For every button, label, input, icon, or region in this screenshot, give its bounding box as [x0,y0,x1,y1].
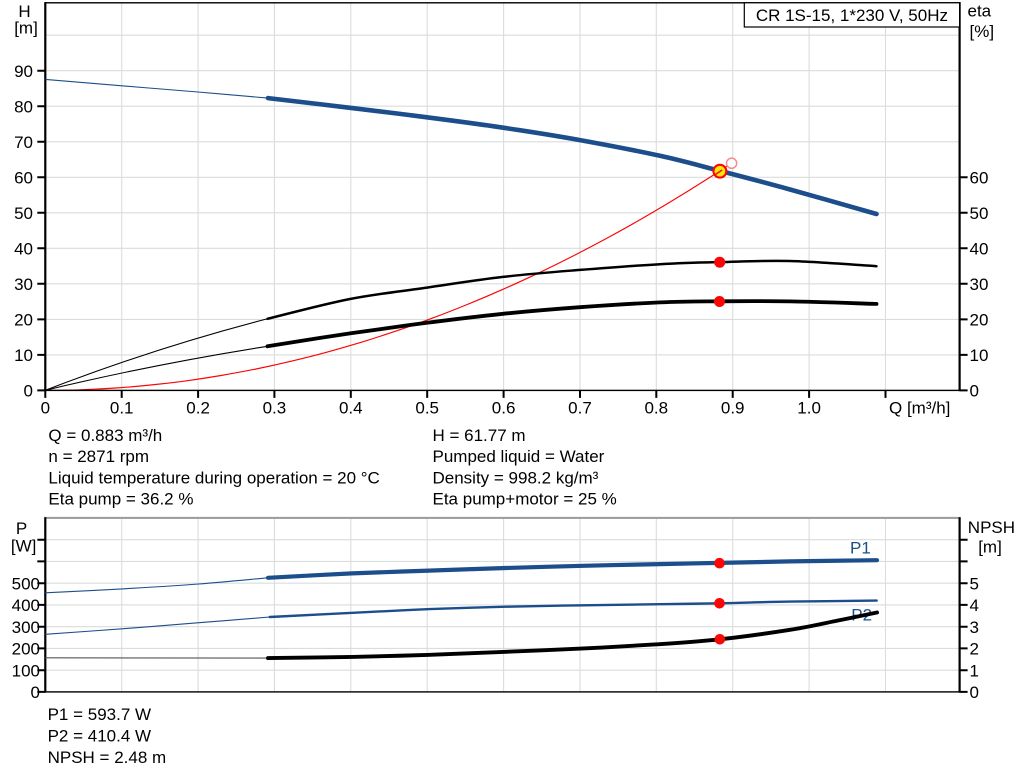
svg-text:40: 40 [14,240,33,259]
svg-text:P2 = 410.4 W: P2 = 410.4 W [48,727,151,746]
svg-text:0: 0 [24,382,33,401]
svg-text:P: P [16,519,27,538]
svg-text:4: 4 [970,596,979,615]
svg-text:5: 5 [970,574,979,593]
svg-text:2: 2 [970,640,979,659]
svg-text:Q = 0.883 m³/h: Q = 0.883 m³/h [48,426,162,445]
svg-text:[W]: [W] [11,536,37,555]
svg-text:400: 400 [12,596,40,615]
svg-text:Eta pump+motor = 25 %: Eta pump+motor = 25 % [433,490,617,509]
svg-text:60: 60 [14,169,33,188]
svg-text:30: 30 [14,275,33,294]
svg-text:60: 60 [970,169,989,188]
svg-text:n = 2871 rpm: n = 2871 rpm [48,447,149,466]
svg-text:80: 80 [14,97,33,116]
svg-text:H = 61.77 m: H = 61.77 m [433,426,526,445]
svg-text:200: 200 [12,640,40,659]
svg-text:0: 0 [970,382,979,401]
svg-text:500: 500 [12,574,40,593]
svg-text:1.0: 1.0 [797,398,821,417]
svg-text:0.3: 0.3 [263,398,287,417]
svg-text:Liquid temperature during oper: Liquid temperature during operation = 20… [48,468,379,487]
svg-text:[m]: [m] [14,19,38,38]
svg-text:0.6: 0.6 [492,398,516,417]
svg-text:[%]: [%] [970,22,995,41]
svg-text:P1: P1 [850,538,871,557]
svg-text:0.5: 0.5 [415,398,439,417]
svg-text:0: 0 [41,398,50,417]
svg-text:30: 30 [970,275,989,294]
svg-text:eta: eta [968,2,992,21]
svg-text:Eta pump = 36.2 %: Eta pump = 36.2 % [48,490,193,509]
svg-text:0.9: 0.9 [721,398,745,417]
svg-text:0: 0 [970,683,979,702]
svg-text:3: 3 [970,618,979,637]
svg-text:20: 20 [14,311,33,330]
svg-text:0.2: 0.2 [186,398,210,417]
svg-text:Q [m³/h]: Q [m³/h] [889,398,950,417]
svg-text:10: 10 [14,346,33,365]
svg-text:P1 = 593.7 W: P1 = 593.7 W [48,705,151,724]
svg-text:H: H [18,2,30,21]
svg-text:CR 1S-15, 1*230 V, 50Hz: CR 1S-15, 1*230 V, 50Hz [756,6,948,25]
svg-text:0.8: 0.8 [644,398,668,417]
svg-text:0.4: 0.4 [339,398,363,417]
svg-text:NPSH: NPSH [968,518,1015,537]
svg-text:1: 1 [970,661,979,680]
svg-text:50: 50 [14,204,33,223]
svg-text:50: 50 [970,204,989,223]
svg-text:40: 40 [970,240,989,259]
svg-text:0.1: 0.1 [110,398,134,417]
svg-text:0.7: 0.7 [568,398,592,417]
svg-text:NPSH = 2.48 m: NPSH = 2.48 m [48,748,167,767]
svg-text:100: 100 [12,661,40,680]
svg-text:Density = 998.2 kg/m³: Density = 998.2 kg/m³ [433,468,599,487]
svg-text:20: 20 [970,311,989,330]
svg-text:0: 0 [31,683,40,702]
svg-text:10: 10 [970,346,989,365]
svg-text:90: 90 [14,62,33,81]
svg-text:300: 300 [12,618,40,637]
svg-text:Pumped liquid = Water: Pumped liquid = Water [433,447,605,466]
svg-text:[m]: [m] [978,538,1002,557]
svg-text:70: 70 [14,133,33,152]
